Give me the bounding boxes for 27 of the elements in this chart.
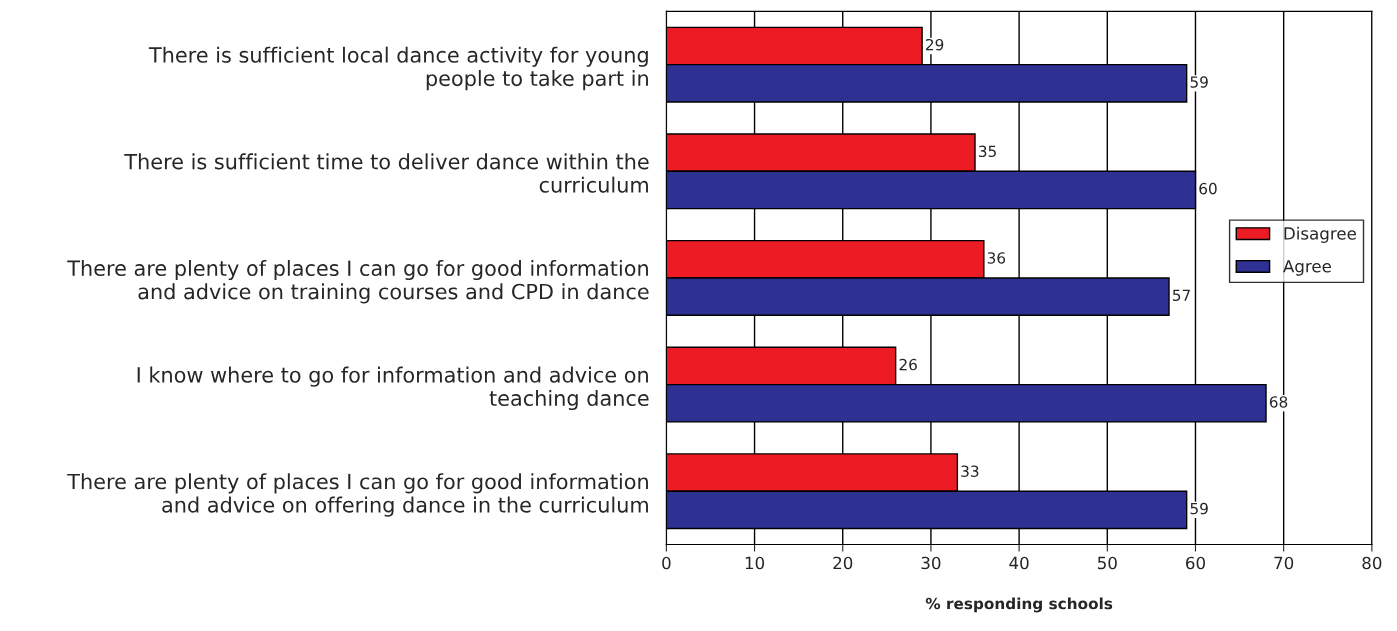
x-tick-label: 50 (1097, 556, 1117, 570)
x-tick-label: 70 (1274, 556, 1294, 570)
legend-label: Agree (1283, 260, 1332, 276)
data-label: 59 (1190, 502, 1208, 515)
data-label: 60 (1199, 182, 1217, 195)
y-tick-label: There is sufficient local dance activity for young people to take part in (148, 46, 648, 91)
x-tick-label: 80 (1362, 556, 1382, 570)
x-tick-label: 30 (921, 556, 941, 570)
y-tick-label: There are plenty of places I can go for good information and advice on offering dance in the curriculum (67, 473, 648, 517)
data-label: 68 (1269, 396, 1288, 408)
x-tick-label: 20 (833, 556, 853, 570)
data-label: 33 (961, 465, 979, 477)
x-axis-title: % responding schools (925, 597, 1113, 613)
legend-label: Disagree (1284, 226, 1356, 243)
y-tick-label: I know where to go for information and advice on teaching dance (137, 366, 649, 411)
data-label: 36 (987, 252, 1006, 264)
data-label: 29 (926, 38, 944, 51)
x-tick-label: 40 (1009, 556, 1029, 570)
y-tick-label: There is sufficient time to deliver dance within the curriculum (124, 153, 649, 193)
data-label: 57 (1172, 289, 1190, 302)
data-label: 26 (899, 358, 917, 371)
x-tick-label: 0 (662, 556, 671, 570)
x-tick-label: 60 (1186, 556, 1205, 570)
data-label: 35 (978, 145, 996, 158)
x-tick-label: 10 (745, 556, 765, 570)
data-label: 59 (1190, 76, 1208, 88)
y-tick-label: There are plenty of places I can go for good information and advice on training courses and CPD in dance (67, 259, 649, 304)
